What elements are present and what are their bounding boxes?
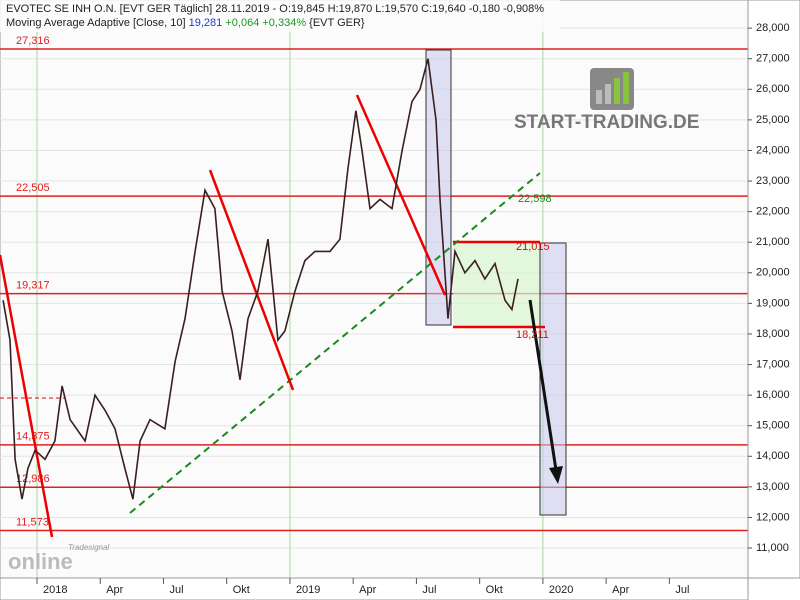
logo-icon xyxy=(596,90,602,104)
x-axis-panel xyxy=(0,577,749,600)
y-tick-label: 28,000 xyxy=(756,22,790,34)
annotation: 21,015 xyxy=(516,241,550,253)
y-tick-label: 22,000 xyxy=(756,206,790,218)
y-tick-label: 20,000 xyxy=(756,267,790,279)
trend-support xyxy=(129,172,541,514)
x-tick-label: Jul xyxy=(169,584,183,596)
x-tick-label: 2019 xyxy=(296,584,320,596)
x-tick-label: Apr xyxy=(106,584,123,596)
indicator-name: Moving Average Adaptive [Close, 10] xyxy=(6,17,186,29)
logo-icon xyxy=(605,84,611,104)
x-tick-label: Apr xyxy=(612,584,629,596)
y-tick-label: 14,000 xyxy=(756,450,790,462)
logo-icon xyxy=(623,72,629,104)
y-tick-label: 21,000 xyxy=(756,236,790,248)
trend-line xyxy=(208,169,295,391)
header-line: EVOTEC SE INH O.N. [EVT GER Täglich] 28.… xyxy=(6,3,544,15)
y-tick-label: 19,000 xyxy=(756,297,790,309)
y-tick-label: 15,000 xyxy=(756,420,790,432)
y-tick-label: 12,000 xyxy=(756,511,790,523)
plot-area xyxy=(0,0,749,579)
y-tick-label: 16,000 xyxy=(756,389,790,401)
x-tick-label: Okt xyxy=(486,584,503,596)
logo: START-TRADING.DE xyxy=(514,68,699,133)
indicator-change: +0,064 +0,334% xyxy=(225,17,306,29)
trend-line xyxy=(355,94,447,296)
price-line xyxy=(2,58,519,500)
y-tick-label: 23,000 xyxy=(756,175,790,187)
y-tick-label: 25,000 xyxy=(756,114,790,126)
annotation: 22,598 xyxy=(518,193,552,205)
watermark: Tradesignal xyxy=(68,543,109,552)
level-label: 27,316 xyxy=(16,35,50,47)
indicator-symbol: {EVT GER} xyxy=(309,17,365,29)
level-label: 12,986 xyxy=(16,473,50,485)
header-bg xyxy=(0,0,560,32)
level-label: 22,505 xyxy=(16,182,50,194)
indicator-value: 19,281 xyxy=(189,17,223,29)
y-axis-panel xyxy=(747,0,800,579)
logo-text: START-TRADING.DE xyxy=(514,112,699,133)
y-tick-label: 26,000 xyxy=(756,83,790,95)
y-tick-label: 24,000 xyxy=(756,144,790,156)
annotation: 18,211 xyxy=(516,329,549,341)
level-label: 19,317 xyxy=(16,280,50,292)
highlight-box xyxy=(425,49,452,326)
trend-line xyxy=(0,254,54,538)
x-tick-label: Jul xyxy=(675,584,689,596)
level-label: 11,573 xyxy=(16,516,49,528)
x-tick-label: Apr xyxy=(359,584,376,596)
y-tick-label: 17,000 xyxy=(756,358,790,370)
y-tick-label: 27,000 xyxy=(756,53,790,65)
y-tick-label: 13,000 xyxy=(756,481,790,493)
forecast-arrow xyxy=(528,299,558,471)
x-tick-label: Okt xyxy=(233,584,250,596)
header-line: Moving Average Adaptive [Close, 10] 19,2… xyxy=(6,17,365,29)
x-tick-label: 2020 xyxy=(549,584,573,596)
x-tick-label: 2018 xyxy=(43,584,67,596)
arrow-head xyxy=(549,466,563,484)
y-tick-label: 11,000 xyxy=(756,542,789,554)
watermark: online xyxy=(8,549,73,574)
x-tick-label: Jul xyxy=(422,584,436,596)
range-box xyxy=(453,242,540,327)
y-tick-label: 18,000 xyxy=(756,328,790,340)
logo-icon xyxy=(614,78,620,104)
